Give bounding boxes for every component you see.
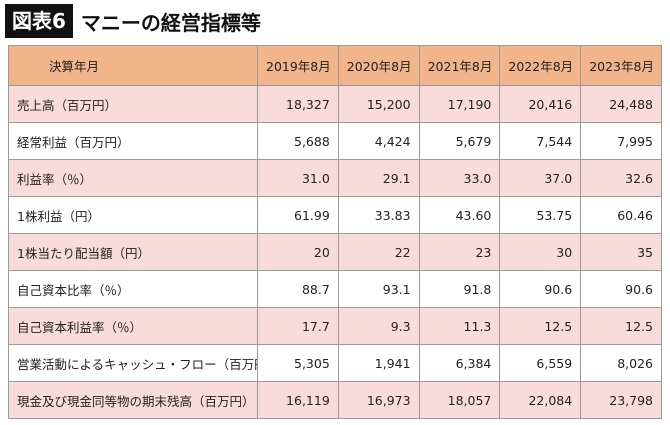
cell: 5,305 [257,344,339,382]
table-row: 自己資本比率（％） 88.7 93.1 91.8 90.6 90.6 [8,270,662,308]
cell: 12.5 [499,307,582,345]
cell: 22,084 [499,381,582,419]
cell: 31.0 [257,159,339,197]
row-label: 自己資本比率（％） [8,270,258,308]
table-body: 売上高（百万円） 18,327 15,200 17,190 20,416 24,488 経常… [8,85,662,419]
cell: 93.1 [337,270,420,308]
cell: 60.46 [580,196,662,234]
cell: 37.0 [499,159,582,197]
cell: 6,559 [499,344,582,382]
column-header: 決算年月 [8,45,258,86]
cell: 7,995 [580,122,662,160]
cell: 6,384 [418,344,501,382]
cell: 23 [418,233,501,271]
cell: 23,798 [580,381,662,419]
cell: 90.6 [580,270,662,308]
cell: 90.6 [499,270,582,308]
title: マニーの経営指標等 [80,10,261,35]
cell: 30 [499,233,582,271]
table-row: 1株当たり配当額（円） 20 22 23 30 35 [8,233,662,271]
cell: 29.1 [337,159,420,197]
cell: 88.7 [257,270,339,308]
table-row: 現金及び現金同等物の期末残高（百万円） 16,119 16,973 18,057 22,… [8,381,662,419]
figure-label: 図表6 [5,4,73,38]
cell: 91.8 [418,270,501,308]
row-label: 経常利益（百万円） [8,122,258,160]
row-label: 1株当たり配当額（円） [8,233,258,271]
cell: 20 [257,233,339,271]
cell: 18,057 [418,381,501,419]
table-row: 1株利益（円） 61.99 33.83 43.60 53.75 60.46 [8,196,662,234]
row-label: 1株利益（円） [8,196,258,234]
cell: 20,416 [499,85,582,123]
table-row: 売上高（百万円） 18,327 15,200 17,190 20,416 24,488 [8,85,662,123]
column-header: 2019年8月 [257,45,339,86]
header-row: 決算年月 2019年8月 2020年8月 2021年8月 2022年8月 2023年8月 [8,45,662,86]
row-label: 営業活動によるキャッシュ・フロー（百万円） [8,344,258,382]
cell: 1,941 [337,344,420,382]
row-label: 売上高（百万円） [8,85,258,123]
cell: 8,026 [580,344,662,382]
cell: 17.7 [257,307,339,345]
column-header: 2023年8月 [580,45,662,86]
cell: 12.5 [580,307,662,345]
cell: 43.60 [418,196,501,234]
cell: 35 [580,233,662,271]
cell: 5,679 [418,122,501,160]
cell: 53.75 [499,196,582,234]
row-label: 現金及び現金同等物の期末残高（百万円） [8,381,258,419]
cell: 9.3 [337,307,420,345]
cell: 11.3 [418,307,501,345]
cell: 4,424 [337,122,420,160]
cell: 15,200 [337,85,420,123]
table-row: 経常利益（百万円） 5,688 4,424 5,679 7,544 7,995 [8,122,662,160]
cell: 17,190 [418,85,501,123]
column-header: 2021年8月 [418,45,501,86]
table-row: 自己資本利益率（％） 17.7 9.3 11.3 12.5 12.5 [8,307,662,345]
cell: 18,327 [257,85,339,123]
cell: 5,688 [257,122,339,160]
cell: 61.99 [257,196,339,234]
cell: 7,544 [499,122,582,160]
header: 図表6 マニーの経営指標等 [5,4,261,38]
column-header: 2020年8月 [337,45,420,86]
cell: 16,973 [337,381,420,419]
cell: 22 [337,233,420,271]
column-header: 2022年8月 [499,45,582,86]
cell: 32.6 [580,159,662,197]
cell: 33.83 [337,196,420,234]
row-label: 利益率（％） [8,159,258,197]
table-row: 営業活動によるキャッシュ・フロー（百万円） 5,305 1,941 6,384 6,55… [8,344,662,382]
cell: 33.0 [418,159,501,197]
table-row: 利益率（％） 31.0 29.1 33.0 37.0 32.6 [8,159,662,197]
data-table: 決算年月 2019年8月 2020年8月 2021年8月 2022年8月 2023年8月 … [8,45,662,419]
cell: 16,119 [257,381,339,419]
row-label: 自己資本利益率（％） [8,307,258,345]
cell: 24,488 [580,85,662,123]
